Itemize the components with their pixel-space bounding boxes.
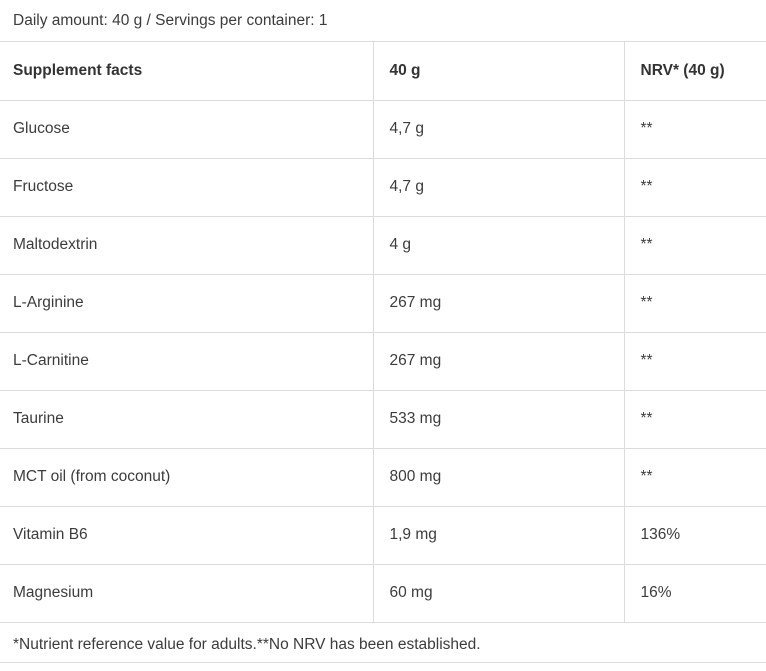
ingredient-name: Magnesium [0, 564, 374, 623]
table-row: Taurine 533 mg ** [0, 390, 766, 449]
ingredient-name: Glucose [0, 100, 374, 159]
daily-amount-text: Daily amount: 40 g / Servings per contai… [0, 0, 766, 42]
ingredient-nrv: ** [624, 216, 766, 275]
table-row: Glucose 4,7 g ** [0, 100, 766, 159]
table-row: Magnesium 60 mg 16% [0, 564, 766, 623]
ingredient-amount: 267 mg [373, 274, 625, 333]
ingredient-amount: 533 mg [373, 390, 625, 449]
ingredient-nrv: ** [624, 100, 766, 159]
header-supplement-facts: Supplement facts [0, 42, 374, 101]
ingredient-name: MCT oil (from coconut) [0, 448, 374, 507]
ingredient-amount: 4,7 g [373, 158, 625, 217]
table-header-row: Supplement facts 40 g NRV* (40 g) [0, 42, 766, 101]
ingredient-name: Vitamin B6 [0, 506, 374, 565]
ingredient-name: Fructose [0, 158, 374, 217]
ingredient-nrv: 136% [624, 506, 766, 565]
table-row: MCT oil (from coconut) 800 mg ** [0, 448, 766, 507]
ingredient-name: Taurine [0, 390, 374, 449]
supplement-facts-table: Supplement facts 40 g NRV* (40 g) Glucos… [0, 42, 766, 623]
table-row: Fructose 4,7 g ** [0, 158, 766, 217]
header-amount: 40 g [373, 42, 625, 101]
nrv-footnote: *Nutrient reference value for adults.**N… [0, 623, 766, 663]
ingredient-nrv: ** [624, 390, 766, 449]
ingredient-amount: 60 mg [373, 564, 625, 623]
ingredient-name: L-Arginine [0, 274, 374, 333]
table-row: Maltodextrin 4 g ** [0, 216, 766, 275]
ingredient-nrv: 16% [624, 564, 766, 623]
ingredient-nrv: ** [624, 158, 766, 217]
ingredient-amount: 4,7 g [373, 100, 625, 159]
ingredient-nrv: ** [624, 332, 766, 391]
table-row: L-Carnitine 267 mg ** [0, 332, 766, 391]
ingredient-nrv: ** [624, 448, 766, 507]
table-row: L-Arginine 267 mg ** [0, 274, 766, 333]
table-row: Vitamin B6 1,9 mg 136% [0, 506, 766, 565]
table-body: Glucose 4,7 g ** Fructose 4,7 g ** Malto… [0, 100, 766, 623]
ingredient-nrv: ** [624, 274, 766, 333]
ingredient-amount: 4 g [373, 216, 625, 275]
ingredient-amount: 1,9 mg [373, 506, 625, 565]
header-nrv: NRV* (40 g) [624, 42, 766, 101]
ingredient-name: L-Carnitine [0, 332, 374, 391]
ingredient-amount: 800 mg [373, 448, 625, 507]
ingredient-amount: 267 mg [373, 332, 625, 391]
ingredient-name: Maltodextrin [0, 216, 374, 275]
